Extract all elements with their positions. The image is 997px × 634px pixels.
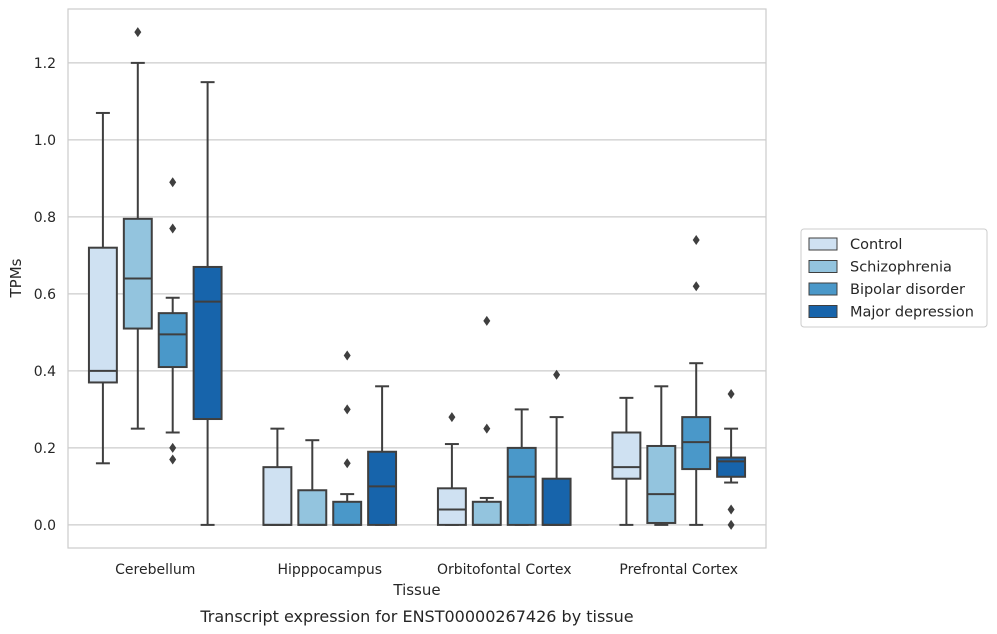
x-tick-label: Orbitofontal Cortex <box>437 562 572 578</box>
legend-label: Schizophrenia <box>850 260 952 276</box>
box-iqr <box>157 312 188 369</box>
box-iqr <box>541 477 572 526</box>
y-tick-label: 0.8 <box>34 210 56 226</box>
box-major-depression <box>367 385 398 526</box>
box-bipolar-disorder <box>506 408 537 526</box>
outlier-point <box>692 235 700 245</box>
outlier-point <box>727 519 735 530</box>
legend-label: Major depression <box>850 305 974 321</box>
box-major-depression <box>541 369 572 526</box>
y-tick-labels: 0.0 0.2 0.4 0.6 0.8 1.0 1.2 <box>34 56 56 534</box>
legend-frame <box>800 228 988 328</box>
box-iqr <box>506 446 537 526</box>
outlier-point <box>692 281 700 292</box>
box-schizophrenia <box>297 439 328 526</box>
outlier-point <box>343 350 351 361</box>
legend-swatch <box>808 237 838 251</box>
outlier-point <box>134 27 142 38</box>
legend-label: Control <box>850 237 902 253</box>
legend: Control Schizophrenia Bipolar disorder Majo… <box>800 228 988 328</box>
box-iqr <box>332 500 363 526</box>
box-schizophrenia <box>471 315 502 526</box>
x-tick-label: Cerebellum <box>115 562 195 578</box>
x-axis-label: Tissue <box>392 581 440 599</box>
y-tick-label: 1.2 <box>34 56 56 72</box>
y-tick-label: 0.0 <box>34 518 56 534</box>
legend-swatch <box>808 305 838 318</box>
box-major-depression <box>192 81 223 526</box>
box-bipolar-disorder <box>681 235 712 526</box>
outlier-point <box>483 315 491 326</box>
box-schizophrenia <box>646 385 677 526</box>
y-tick-label: 0.6 <box>34 287 56 303</box>
box-control <box>87 111 118 465</box>
y-axis-label: TPMs <box>7 258 25 298</box>
box-iqr <box>367 450 398 526</box>
outlier-point <box>169 177 177 188</box>
chart-caption: Transcript expression for ENST0000026742… <box>199 607 633 626</box>
box-iqr <box>471 500 502 526</box>
box-plot-marks <box>87 27 747 530</box>
outlier-point <box>343 404 351 415</box>
y-tick-label: 0.4 <box>34 364 56 380</box>
outlier-point <box>448 412 456 423</box>
outlier-point <box>343 458 351 469</box>
box-control <box>611 396 642 526</box>
grid-lines <box>68 62 766 526</box>
outlier-point <box>169 442 177 453</box>
box-control <box>436 412 467 526</box>
outlier-point <box>169 223 177 234</box>
legend-swatch <box>808 260 838 273</box>
box-major-depression <box>716 389 747 530</box>
x-tick-labels: Cerebellum Hipppocampus Orbitofontal Corte… <box>115 562 738 578</box>
outlier-point <box>483 423 491 434</box>
box-iqr <box>436 487 467 526</box>
plot-frame <box>67 8 767 549</box>
y-tick-label: 1.0 <box>34 133 56 149</box>
box-iqr <box>87 246 118 384</box>
box-iqr <box>297 489 328 526</box>
x-tick-label: Hipppocampus <box>277 562 382 578</box>
box-iqr <box>611 431 642 480</box>
legend-swatch <box>808 282 838 296</box>
box-iqr <box>646 444 677 524</box>
legend-label: Bipolar disorder <box>850 282 965 298</box>
outlier-point <box>169 454 177 465</box>
outlier-point <box>727 389 735 399</box>
box-iqr <box>192 265 223 421</box>
box-schizophrenia <box>122 27 153 430</box>
box-iqr <box>122 217 153 330</box>
box-bipolar-disorder <box>157 177 188 465</box>
box-iqr <box>262 466 293 526</box>
box-control <box>262 427 293 526</box>
x-tick-label: Prefrontal Cortex <box>619 562 738 578</box>
box-bipolar-disorder <box>332 350 363 526</box>
outlier-point <box>727 504 735 515</box>
outlier-point <box>553 369 561 380</box>
y-tick-label: 0.2 <box>34 441 56 457</box>
